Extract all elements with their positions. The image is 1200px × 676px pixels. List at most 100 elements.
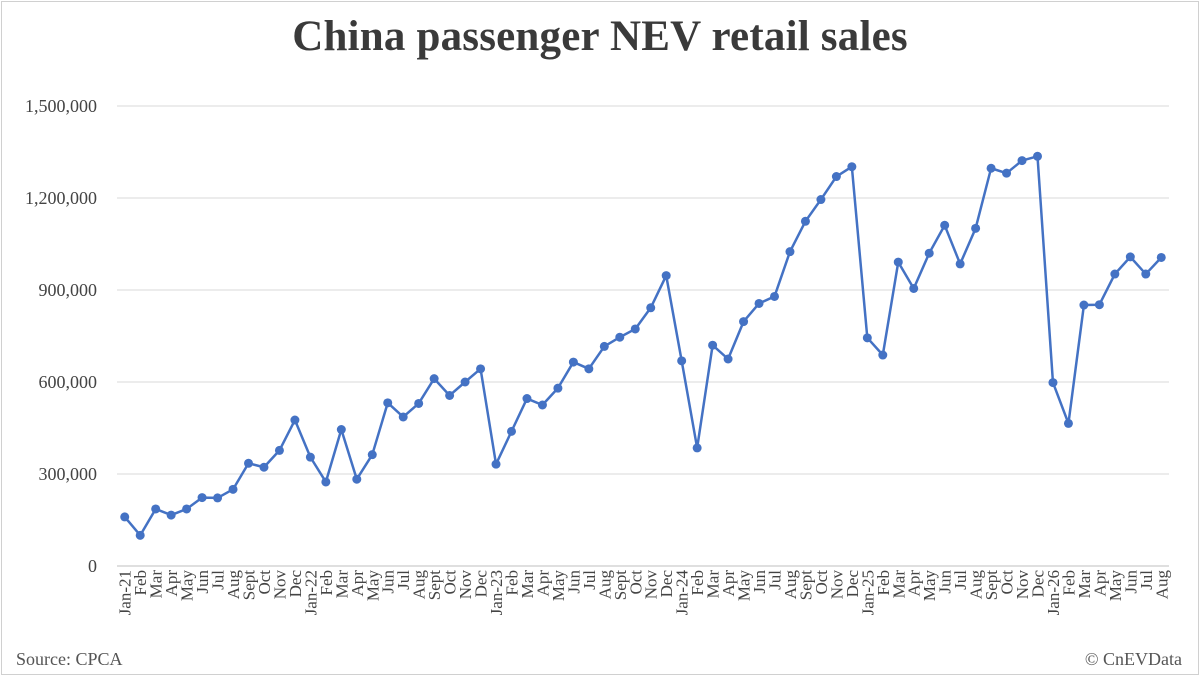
data-point [1094,300,1104,310]
x-tick-label: Apr [533,570,552,597]
data-point [352,474,362,484]
data-point [367,450,377,460]
data-point [274,445,284,455]
data-point [213,493,223,503]
x-tick-label: Feb [874,570,893,596]
data-point [1156,252,1166,262]
x-tick-label: Aug [595,570,614,600]
x-tick-label: Oct [626,570,645,595]
copyright-note: © CnEVData [1084,649,1182,669]
x-tick-label: Jul [394,570,413,590]
y-tick-label: 600,000 [39,372,98,392]
x-tick-label: Jun [564,570,583,594]
x-tick-label: Jun [750,570,769,594]
y-tick-label: 0 [88,556,97,576]
data-point [893,257,903,267]
x-tick-label: May [363,570,382,602]
data-point [816,195,826,205]
x-tick-label: Nov [827,570,846,600]
x-tick-label: May [549,570,568,602]
data-point [909,283,919,293]
data-point [677,356,687,366]
series-line [123,155,1163,537]
grid-lines [117,105,1169,567]
x-tick-label: Sept [982,570,1001,601]
x-tick-label: Jul [580,570,599,590]
x-tick-label: Dec [286,570,305,598]
x-tick-label: Oct [998,570,1017,595]
data-point [290,415,300,425]
x-tick-label: Oct [255,570,274,595]
data-point [630,324,640,334]
data-point [971,223,981,233]
x-tick-label: Apr [162,570,181,597]
x-tick-label: Jan-25 [858,570,877,615]
x-tick-label: Sept [425,570,444,601]
x-axis: Jan-21FebMarAprMayJunJulAugSeptOctNovDec… [116,570,1172,616]
data-point [862,333,872,343]
data-point [646,303,656,313]
x-tick-label: Jan-23 [487,570,506,615]
data-point [259,462,269,472]
x-tick-label: Jan-24 [673,570,692,616]
x-tick-label: Jan-21 [116,570,135,615]
x-tick-label: Mar [147,570,166,599]
y-tick-label: 300,000 [39,464,98,484]
x-tick-label: Mar [1075,570,1094,599]
x-tick-label: Sept [240,570,259,601]
data-point [599,341,609,351]
x-tick-label: Apr [719,570,738,597]
data-point [445,390,455,400]
data-point [1063,418,1073,428]
data-point [1002,168,1012,178]
x-tick-label: Jan-22 [301,570,320,615]
x-tick-label: Jun [936,570,955,594]
data-point [1110,269,1120,279]
x-tick-label: Sept [796,570,815,601]
data-point [151,504,161,514]
x-tick-label: Mar [518,570,537,599]
data-point [429,374,439,384]
data-point [197,493,207,503]
data-point [615,332,625,342]
x-tick-label: Jun [1121,570,1140,594]
data-point [1079,300,1089,310]
x-tick-label: Jan-26 [1044,570,1063,615]
data-point [537,400,547,410]
chart-title: China passenger NEV retail sales [292,13,908,60]
data-point [723,354,733,364]
data-point [847,162,857,172]
x-tick-label: Mar [332,570,351,599]
x-tick-label: May [735,570,754,602]
data-point [1125,252,1135,262]
data-point [244,458,253,468]
data-point [584,364,594,374]
x-tick-label: Jul [1137,570,1156,590]
data-point [1033,151,1042,161]
data-point [120,512,130,522]
data-point [924,248,934,258]
x-tick-label: Dec [843,570,862,598]
data-point [166,510,176,520]
x-tick-label: Jun [379,570,398,594]
x-tick-label: Oct [441,570,460,595]
x-tick-label: May [1106,570,1125,602]
x-tick-label: Jun [193,570,212,594]
x-tick-label: Feb [1059,570,1078,596]
x-tick-label: Nov [456,570,475,600]
data-point [1141,269,1151,279]
x-tick-label: Nov [1013,570,1032,600]
x-tick-label: Aug [967,570,986,600]
x-tick-label: Nov [270,570,289,600]
x-tick-label: May [178,570,197,602]
data-point [878,350,888,360]
x-tick-label: Feb [688,570,707,596]
x-tick-label: Aug [1152,570,1171,600]
x-tick-label: Feb [317,570,336,596]
x-tick-label: Apr [905,570,924,597]
data-point [1048,378,1058,388]
data-point [228,484,238,494]
series-layer [120,151,1166,540]
data-point [321,477,331,487]
